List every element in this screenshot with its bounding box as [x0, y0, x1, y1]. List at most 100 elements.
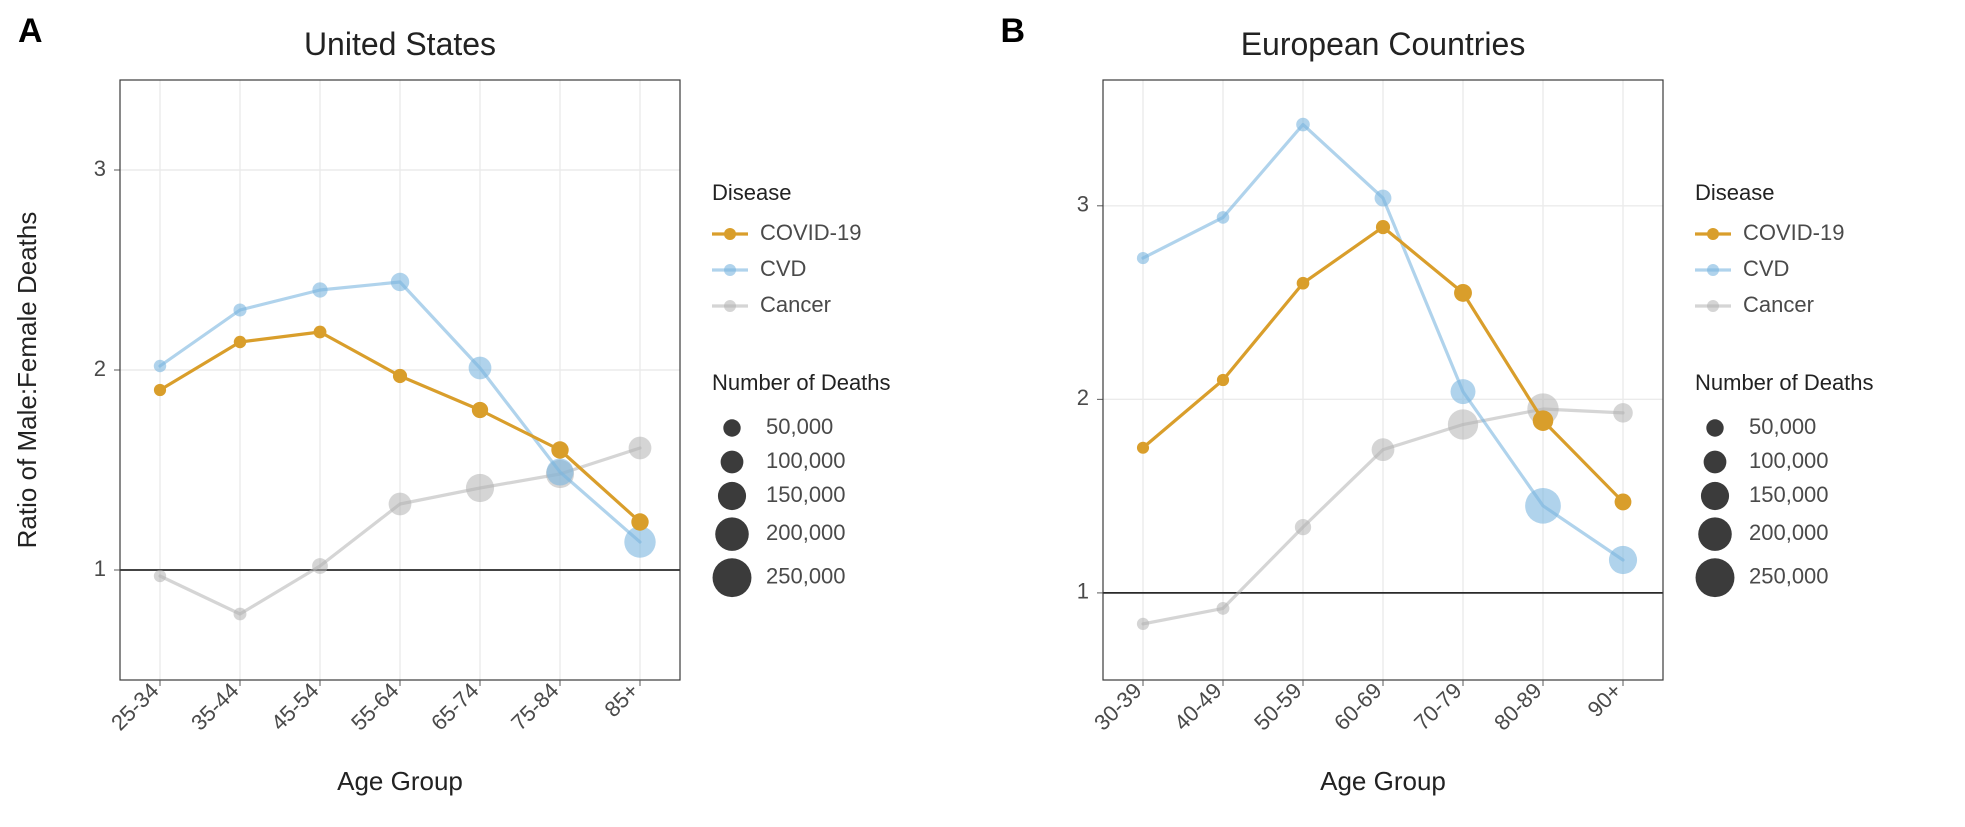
size-legend-label: 150,000 — [1749, 482, 1829, 507]
panel-tag: B — [1001, 12, 1026, 51]
x-axis-title: Age Group — [337, 766, 463, 796]
size-legend-swatch — [713, 558, 752, 597]
size-legend-swatch — [718, 482, 746, 510]
series-point-cvd — [546, 458, 573, 485]
series-point-cancer — [1136, 618, 1148, 630]
size-legend-swatch — [1695, 558, 1734, 597]
series-point-covid — [393, 369, 407, 383]
size-legend-title: Number of Deaths — [712, 370, 891, 395]
series-point-cvd — [233, 303, 246, 316]
series-point-cvd — [312, 282, 327, 297]
x-tick-label: 50-59 — [1249, 678, 1306, 735]
y-tick-label: 1 — [94, 556, 106, 581]
series-point-covid — [472, 402, 488, 418]
series-point-cvd — [1525, 488, 1561, 524]
disease-legend-label-covid: COVID-19 — [760, 220, 861, 245]
series-point-cvd — [154, 360, 166, 372]
series-point-cvd — [1608, 546, 1636, 574]
disease-legend-point-cvd — [724, 264, 736, 276]
panel-b: B 1 2 3 30-39 40-49 50-59 60-69 70-79 80-89 90+ Eur… — [983, 0, 1965, 827]
series-point-cvd — [1296, 118, 1310, 132]
x-axis-title: Age Group — [1320, 766, 1446, 796]
series-point-covid — [1216, 374, 1228, 386]
series-point-covid — [1296, 277, 1309, 290]
x-tick-label: 30-39 — [1089, 678, 1146, 735]
series-point-cancer — [312, 558, 328, 574]
x-tick-label: 65-74 — [426, 678, 483, 735]
x-tick-label: 90+ — [1582, 678, 1626, 722]
panel-title: United States — [304, 26, 496, 62]
size-legend-swatch — [1703, 451, 1726, 474]
series-point-cvd — [1450, 379, 1475, 404]
y-tick-label: 3 — [1076, 192, 1088, 217]
x-tick-label: 40-49 — [1169, 678, 1226, 735]
size-legend-swatch — [721, 451, 744, 474]
figure-container: A 1 2 3 25-34 35-44 45-54 55-64 65-74 75-84 85+ Uni… — [0, 0, 1965, 827]
size-legend-label: 200,000 — [766, 520, 846, 545]
series-point-covid — [1532, 410, 1553, 431]
disease-legend-label-cvd: CVD — [760, 256, 806, 281]
x-tick-label: 70-79 — [1409, 678, 1466, 735]
size-legend-label: 250,000 — [766, 564, 846, 589]
disease-legend-label-covid: COVID-19 — [1743, 220, 1844, 245]
disease-legend-point-covid — [1707, 228, 1719, 240]
x-tick-label: 85+ — [599, 678, 643, 722]
size-legend-label: 50,000 — [766, 414, 833, 439]
y-tick-label: 2 — [94, 356, 106, 381]
series-point-covid — [1454, 284, 1472, 302]
y-tick-label: 3 — [94, 156, 106, 181]
size-legend-label: 100,000 — [766, 448, 846, 473]
disease-legend-title: Disease — [1695, 180, 1774, 205]
size-legend-swatch — [715, 517, 749, 551]
size-legend-swatch — [1700, 482, 1728, 510]
size-legend-label: 250,000 — [1749, 564, 1829, 589]
disease-legend-point-cvd — [1707, 264, 1719, 276]
size-legend-label: 200,000 — [1749, 520, 1829, 545]
series-point-cancer — [1216, 602, 1229, 615]
series-point-cancer — [389, 493, 412, 516]
series-point-cancer — [466, 474, 494, 502]
x-tick-label: 35-44 — [186, 678, 243, 735]
panel-title: European Countries — [1240, 26, 1525, 62]
x-tick-label: 45-54 — [266, 678, 323, 735]
panel-a: A 1 2 3 25-34 35-44 45-54 55-64 65-74 75-84 85+ Uni… — [0, 0, 983, 827]
series-point-covid — [631, 513, 648, 530]
x-tick-label: 60-69 — [1329, 678, 1386, 735]
series-point-cancer — [1613, 403, 1633, 423]
size-legend-swatch — [723, 419, 740, 436]
series-point-covid — [234, 336, 246, 348]
series-point-cancer — [629, 437, 652, 460]
panel-tag: A — [18, 12, 43, 51]
disease-legend-point-covid — [724, 228, 736, 240]
series-point-cvd — [1216, 211, 1229, 224]
series-point-covid — [314, 326, 327, 339]
series-point-cvd — [624, 526, 655, 557]
disease-legend-label-cancer: Cancer — [760, 292, 831, 317]
y-tick-label: 1 — [1076, 579, 1088, 604]
x-tick-label: 25-34 — [106, 678, 163, 735]
series-point-covid — [551, 441, 568, 458]
size-legend-title: Number of Deaths — [1695, 370, 1874, 395]
series-point-cancer — [1294, 519, 1310, 535]
size-legend-swatch — [1698, 517, 1732, 551]
disease-legend-point-cancer — [724, 300, 736, 312]
x-tick-label: 75-84 — [506, 678, 563, 735]
series-point-cvd — [469, 357, 492, 380]
y-tick-label: 2 — [1076, 385, 1088, 410]
series-point-covid — [1375, 220, 1389, 234]
series-point-cvd — [1136, 252, 1148, 264]
series-point-cancer — [234, 608, 247, 621]
size-legend-swatch — [1706, 419, 1723, 436]
series-point-cancer — [1447, 409, 1477, 439]
y-axis-title: Ratio of Male:Female Deaths — [12, 212, 42, 549]
series-point-cvd — [391, 273, 409, 291]
x-tick-label: 55-64 — [346, 678, 403, 735]
size-legend-label: 50,000 — [1749, 414, 1816, 439]
disease-legend-title: Disease — [712, 180, 791, 205]
series-point-cancer — [154, 570, 166, 582]
series-point-cvd — [1374, 190, 1391, 207]
size-legend-label: 100,000 — [1749, 448, 1829, 473]
series-point-cancer — [1371, 438, 1394, 461]
series-point-covid — [1614, 494, 1631, 511]
x-tick-label: 80-89 — [1489, 678, 1546, 735]
